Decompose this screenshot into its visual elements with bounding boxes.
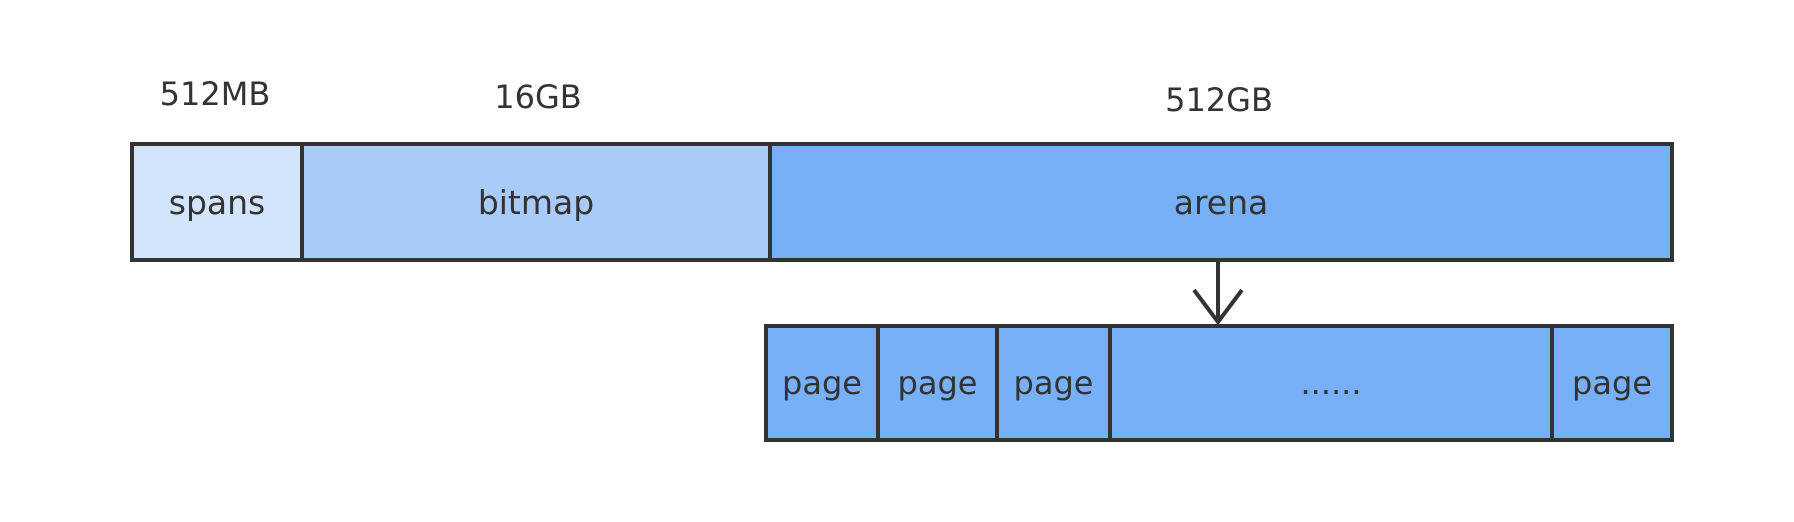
page-cell: page bbox=[768, 328, 876, 438]
spans-size-label: 512MB bbox=[159, 75, 271, 113]
page-cell: page bbox=[1550, 328, 1670, 438]
spans-region: spans bbox=[134, 146, 300, 258]
page-cell: page bbox=[995, 328, 1108, 438]
memory-region-bar: spans bitmap arena bbox=[130, 142, 1674, 262]
bitmap-size-label: 16GB bbox=[494, 78, 582, 116]
arena-size-label: 512GB bbox=[1165, 81, 1273, 119]
bitmap-region: bitmap bbox=[300, 146, 768, 258]
page-ellipsis-cell: ...... bbox=[1108, 328, 1550, 438]
page-bar: page page page ...... page bbox=[764, 324, 1674, 442]
page-cell: page bbox=[876, 328, 995, 438]
arena-region: arena bbox=[768, 146, 1670, 258]
